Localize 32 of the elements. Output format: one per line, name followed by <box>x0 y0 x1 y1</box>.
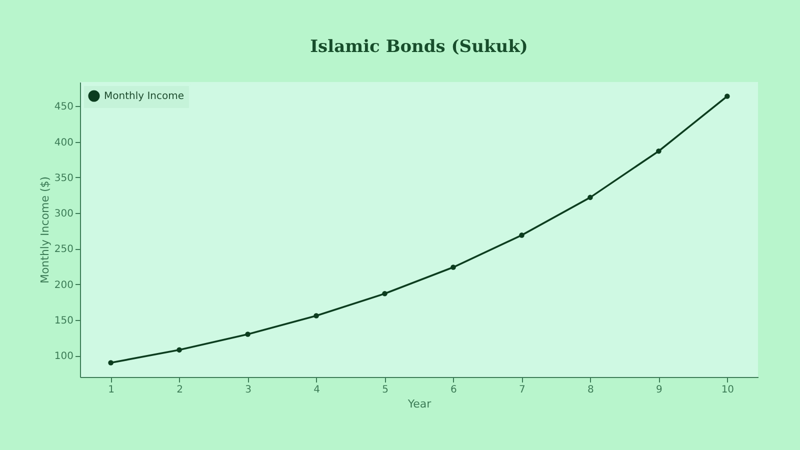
x-tick-label: 7 <box>519 384 526 396</box>
x-tick-label: 4 <box>314 384 320 396</box>
chart-title: Islamic Bonds (Sukuk) <box>310 37 528 57</box>
x-axis-title: Year <box>406 398 432 410</box>
point <box>724 94 730 99</box>
point <box>176 347 182 353</box>
y-tick-label: 250 <box>54 244 74 256</box>
y-tick-label: 300 <box>54 208 74 220</box>
y-tick-label: 350 <box>54 172 74 184</box>
point <box>656 148 662 154</box>
x-tick-label: 5 <box>382 384 388 396</box>
point <box>314 313 319 318</box>
x-tick-label: 2 <box>176 384 183 396</box>
y-tick-label: 100 <box>54 351 74 362</box>
point <box>382 290 388 296</box>
point <box>450 264 456 270</box>
point <box>108 360 114 366</box>
y-axis-title: Monthly Income ($) <box>38 176 52 284</box>
legend-label: Monthly Income <box>104 91 184 102</box>
x-tick-label: 8 <box>588 384 594 396</box>
y-tick-label: 200 <box>54 280 74 291</box>
x-tick-label: 1 <box>108 384 115 396</box>
x-tick-label: 10 <box>721 384 734 396</box>
y-tick-label: 450 <box>54 102 74 113</box>
y-tick-label: 400 <box>54 137 74 148</box>
point <box>588 194 593 200</box>
x-tick-label: 9 <box>656 384 662 396</box>
point <box>519 232 524 238</box>
point <box>245 332 250 337</box>
x-tick-label: 6 <box>450 384 457 396</box>
y-tick-label: 150 <box>54 315 74 326</box>
x-tick-label: 3 <box>245 384 252 396</box>
